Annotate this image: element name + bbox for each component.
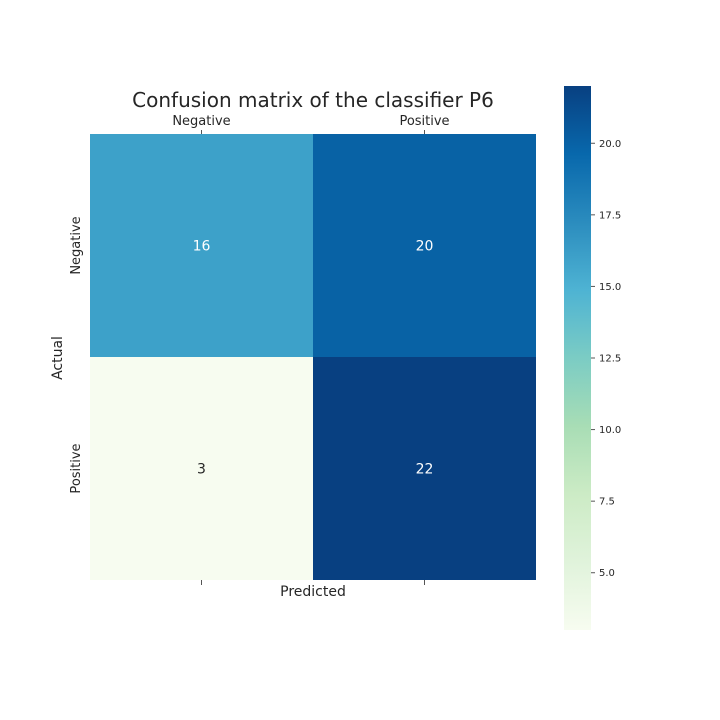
x-axis-ticks: Negative Positive <box>172 114 450 585</box>
x-tick-label-positive: Positive <box>399 114 449 129</box>
colorbar-tick-label: 5.0 <box>599 568 615 579</box>
colorbar-tick-label: 7.5 <box>599 497 615 508</box>
heatmap-cell-r0-c1 <box>313 134 536 357</box>
colorbar <box>564 86 591 630</box>
y-tick-label-negative: Negative <box>69 216 84 274</box>
colorbar-tick-label: 20.0 <box>599 139 621 150</box>
colorbar-tick-label: 10.0 <box>599 425 621 436</box>
cell-labels: 16 20 3 22 <box>193 239 434 478</box>
x-tick-label-negative: Negative <box>172 114 230 129</box>
heatmap-cell-r1-c0 <box>90 357 313 580</box>
heatmap-cell-r0-c0 <box>90 134 313 357</box>
colorbar-ticks: 5.0 7.5 10.0 12.5 15.0 17.5 20.0 <box>591 139 621 579</box>
x-axis-label: Predicted <box>280 584 346 600</box>
y-axis-ticks: Negative Positive <box>69 216 84 493</box>
y-axis-label: Actual <box>50 336 66 380</box>
cell-value-r1-c0: 3 <box>197 462 206 478</box>
cell-value-r0-c0: 16 <box>193 239 211 255</box>
colorbar-tick-label: 12.5 <box>599 354 621 365</box>
heatmap-cells <box>90 134 536 580</box>
chart-title: Confusion matrix of the classifier P6 <box>132 88 494 112</box>
heatmap-cell-r1-c1 <box>313 357 536 580</box>
colorbar-tick-label: 17.5 <box>599 210 621 221</box>
colorbar-tick-label: 15.0 <box>599 282 621 293</box>
cell-value-r1-c1: 22 <box>416 462 434 478</box>
cell-value-r0-c1: 20 <box>416 239 434 255</box>
y-tick-label-positive: Positive <box>69 443 84 493</box>
